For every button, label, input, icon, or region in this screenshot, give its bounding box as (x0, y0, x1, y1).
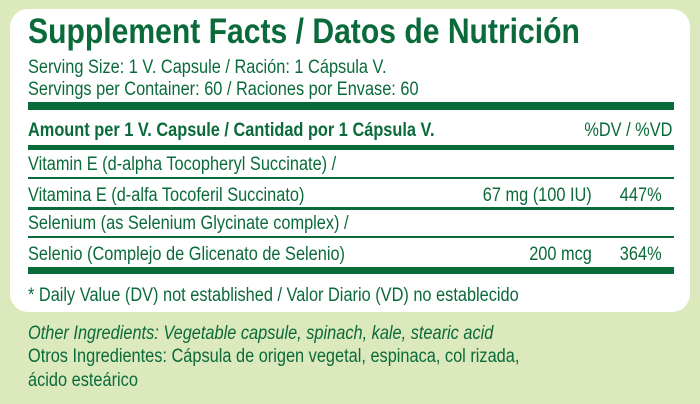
divider-medium (28, 145, 674, 150)
nutrient-name-es: Selenio (Complejo de Glicenato de Seleni… (28, 244, 346, 265)
supplement-facts-panel (10, 9, 690, 312)
divider-thick (28, 267, 674, 274)
label-title: Supplement Facts / Datos de Nutrición (28, 12, 580, 51)
serving-size: Serving Size: 1 V. Capsule / Ración: 1 C… (28, 57, 387, 78)
nutrient-dv: 364% (620, 244, 662, 265)
dv-header: %DV / %VD (583, 120, 672, 141)
divider-thin (28, 236, 674, 238)
amount-header: Amount per 1 V. Capsule / Cantidad por 1… (28, 120, 435, 141)
nutrient-name-en: Vitamin E (d-alpha Tocopheryl Succinate)… (28, 154, 337, 175)
other-ingredients-es-cont: ácido esteárico (28, 370, 138, 391)
other-ingredients-es: Otros Ingredientes: Cápsula de origen ve… (28, 346, 520, 367)
nutrient-amount: 67 mg (100 IU) (483, 185, 592, 206)
footnote: * Daily Value (DV) not established / Val… (28, 285, 519, 306)
nutrient-dv: 447% (620, 185, 662, 206)
nutrient-name-en: Selenium (as Selenium Glycinate complex)… (28, 213, 349, 234)
divider-thin (28, 177, 674, 179)
divider-thin (28, 207, 674, 210)
servings-per-container: Servings per Container: 60 / Raciones po… (28, 79, 419, 100)
divider-thick (28, 102, 674, 110)
other-ingredients-en: Other Ingredients: Vegetable capsule, sp… (28, 323, 494, 344)
nutrient-name-es: Vitamina E (d-alfa Tocoferil Succinato) (28, 185, 305, 206)
nutrient-amount: 200 mcg (529, 244, 592, 265)
